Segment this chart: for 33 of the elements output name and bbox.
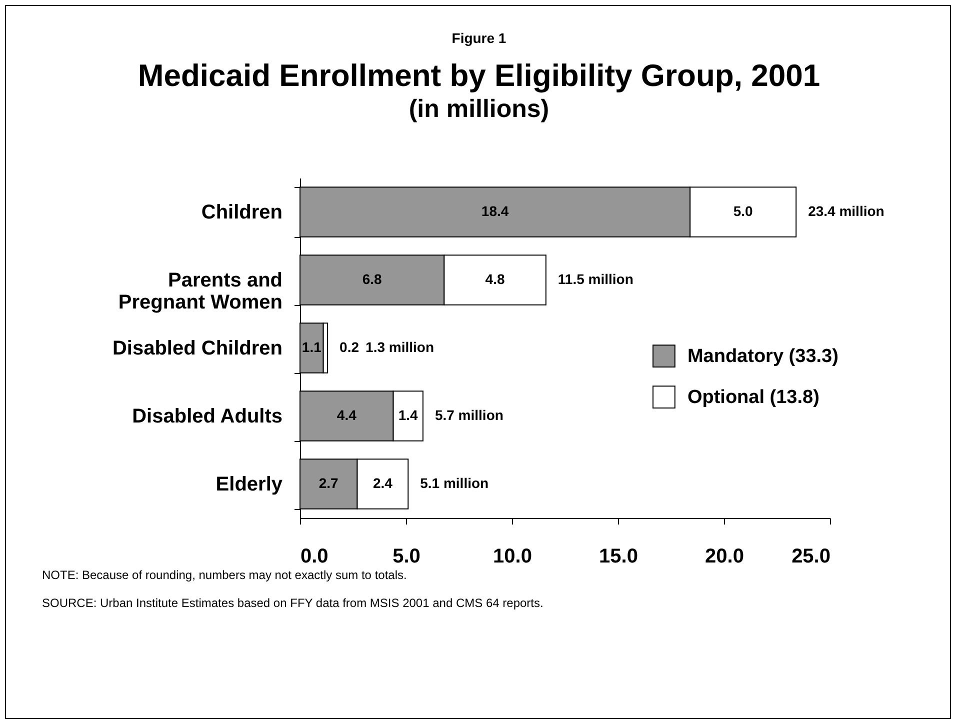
total-label: 5.7 million bbox=[434, 407, 504, 423]
data-label: 6.8 bbox=[362, 271, 382, 287]
x-tick-label: 0.0 bbox=[300, 546, 328, 568]
caption: Figure 1 bbox=[450, 30, 508, 46]
text: NOTE: Because of rounding, numbers may not exactly sum to totals. bbox=[42, 568, 407, 582]
data-label: 1.1 bbox=[302, 339, 322, 355]
total-label: 23.4 million bbox=[808, 203, 884, 219]
x-tick-label: 5.0 bbox=[392, 546, 420, 568]
data-label: 2.7 bbox=[318, 475, 339, 491]
x-tick-label: 25.0 bbox=[792, 546, 830, 568]
chart-title: Medicaid Enrollment by Eligibility Group, 2001 bbox=[136, 58, 822, 94]
total-label: 1.3 million bbox=[366, 339, 434, 355]
x-tick-label: 20.0 bbox=[705, 546, 744, 568]
chart-subtitle: (in millions) bbox=[408, 95, 550, 124]
y-tick-label: Disabled Children bbox=[112, 338, 282, 360]
data-label: 4.4 bbox=[336, 407, 357, 423]
y-tick-label: Parents and Pregnant Women bbox=[118, 270, 282, 314]
legend-label: Mandatory (33.3) bbox=[687, 346, 838, 368]
data-label: 18.4 bbox=[481, 203, 509, 219]
x-tick-label: 15.0 bbox=[599, 546, 638, 568]
total-label: 11.5 million bbox=[558, 271, 634, 287]
data-label: 1.4 bbox=[398, 407, 418, 423]
data-label: 0.2 bbox=[340, 339, 360, 355]
total-label: 5.1 million bbox=[420, 475, 489, 491]
x-tick-label: 10.0 bbox=[493, 546, 532, 568]
y-tick-label: Disabled Adults bbox=[132, 406, 282, 428]
y-tick-label: Elderly bbox=[216, 474, 284, 496]
data-label: 5.0 bbox=[733, 203, 754, 219]
source-note: SOURCE: Urban Institute Estimates based on FFY data from MSIS 2001 and CMS 64 reports. bbox=[42, 596, 544, 610]
legend-label: Optional (13.8) bbox=[687, 387, 820, 408]
data-label: 4.8 bbox=[485, 271, 505, 287]
y-tick-label: Children bbox=[201, 202, 282, 224]
data-label: 2.4 bbox=[372, 475, 393, 491]
